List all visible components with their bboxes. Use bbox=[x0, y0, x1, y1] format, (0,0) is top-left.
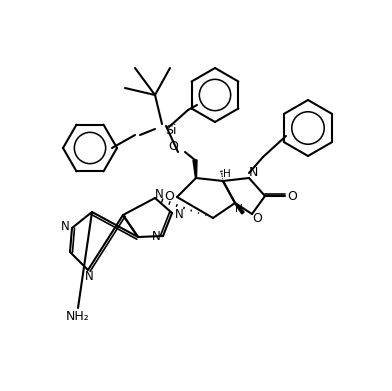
Text: O: O bbox=[287, 190, 297, 203]
Text: H: H bbox=[235, 204, 243, 214]
Text: Si: Si bbox=[165, 124, 176, 136]
Text: N: N bbox=[248, 167, 258, 179]
Text: O: O bbox=[168, 140, 178, 152]
Text: O: O bbox=[164, 190, 174, 203]
Text: N: N bbox=[174, 208, 183, 221]
Polygon shape bbox=[193, 160, 197, 178]
Text: N: N bbox=[85, 269, 93, 283]
Text: O: O bbox=[252, 212, 262, 226]
Text: N: N bbox=[152, 231, 160, 244]
Text: N: N bbox=[61, 221, 69, 233]
Text: NH₂: NH₂ bbox=[66, 310, 90, 323]
Text: N: N bbox=[154, 188, 163, 201]
Polygon shape bbox=[234, 203, 244, 214]
Text: H: H bbox=[223, 169, 231, 179]
